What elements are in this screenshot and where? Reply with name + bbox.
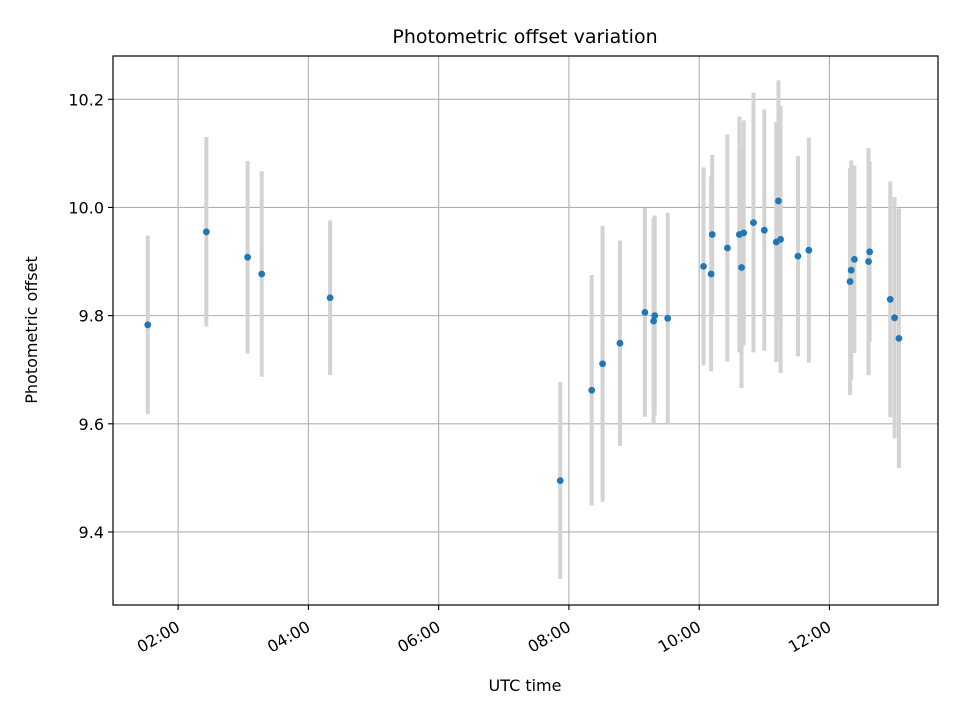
y-axis-ticks: 9.4 9.6 9.8 10.0 10.2 (68, 90, 113, 542)
data-point (651, 312, 659, 320)
data-point (805, 246, 813, 254)
y-tick-label: 9.8 (79, 307, 104, 326)
data-point (664, 314, 672, 322)
data-point (794, 252, 802, 260)
data-point (775, 197, 782, 205)
data-point (740, 229, 748, 237)
data-point (326, 294, 334, 302)
data-point (891, 314, 898, 322)
data-point (886, 295, 894, 303)
y-tick-label: 10.0 (68, 198, 104, 217)
y-tick-label: 9.6 (79, 415, 104, 434)
data-point (556, 477, 564, 484)
data-point (599, 360, 606, 368)
data-point (144, 321, 152, 329)
grid-lines (113, 56, 938, 605)
data-point (700, 263, 707, 270)
y-axis-label: Photometric offset (22, 256, 41, 404)
data-point (724, 244, 731, 252)
data-point (588, 386, 596, 394)
data-point (616, 339, 624, 347)
data-point (851, 255, 858, 263)
data-point (707, 270, 715, 278)
chart-title: Photometric offset variation (392, 26, 657, 48)
y-tick-label: 9.4 (79, 523, 104, 542)
data-point (258, 270, 266, 278)
data-points (144, 197, 903, 484)
data-point (846, 278, 854, 285)
x-axis-label: UTC time (489, 676, 562, 695)
data-point (866, 248, 874, 256)
data-point (202, 228, 210, 236)
data-point (641, 308, 649, 316)
data-point (750, 219, 757, 226)
data-point (865, 258, 872, 265)
y-tick-label: 10.2 (68, 90, 104, 109)
plot-frame (112, 55, 939, 606)
data-point (738, 264, 745, 271)
data-point (760, 226, 768, 234)
data-point (708, 231, 716, 238)
data-point (650, 317, 657, 325)
data-point (777, 235, 784, 243)
data-point (847, 266, 855, 274)
data-point (244, 253, 252, 261)
data-point (895, 334, 903, 342)
